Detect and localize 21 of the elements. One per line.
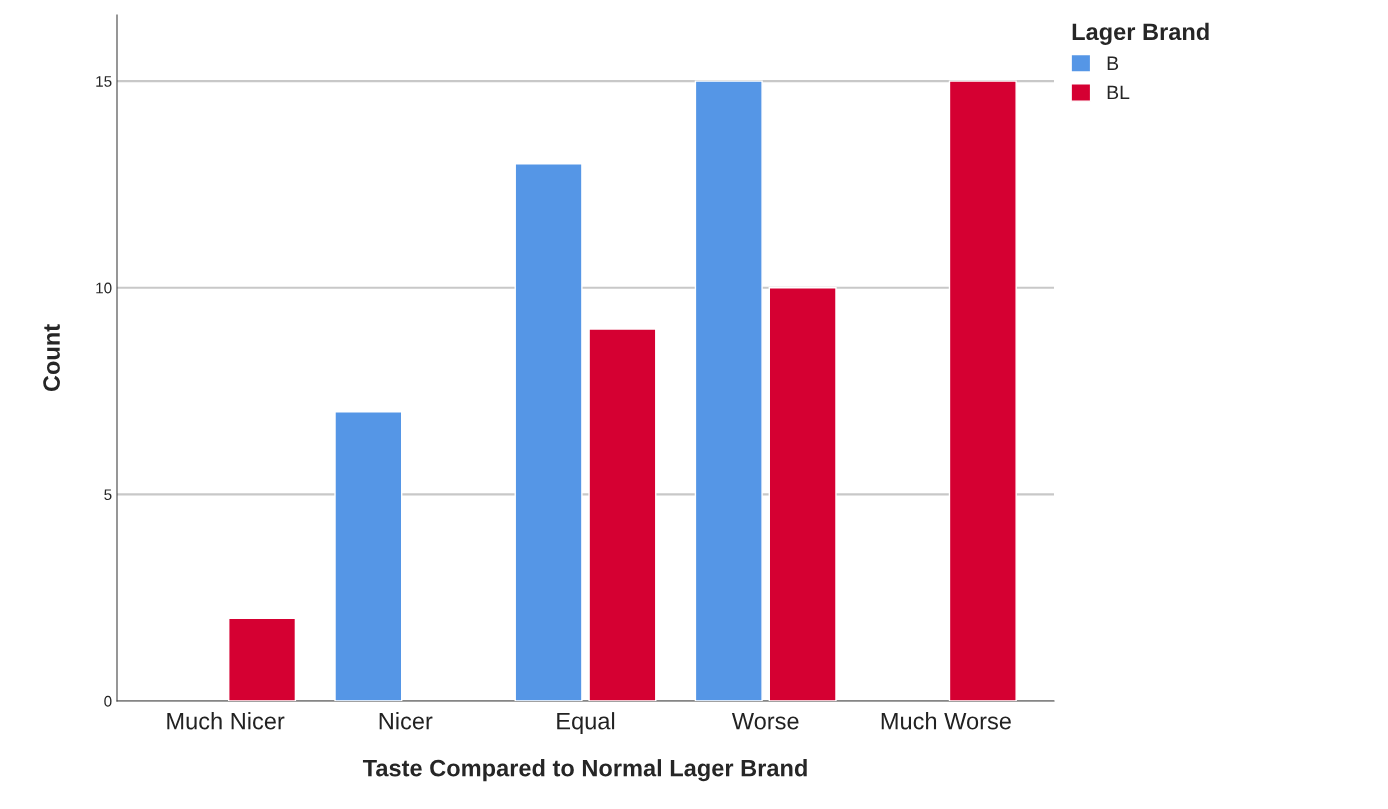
- legend-title: Lager Brand: [1072, 22, 1209, 45]
- bar: [334, 411, 403, 701]
- bar: [768, 287, 837, 701]
- legend-label: B: [1107, 56, 1119, 70]
- y-tick-label: 5: [104, 489, 112, 501]
- y-axis-title: Count: [43, 324, 60, 392]
- x-axis-title: Taste Compared to Normal Lager Brand: [362, 759, 807, 782]
- y-tick-label: 10: [96, 282, 112, 294]
- x-tick-label: Much Nicer: [167, 712, 285, 730]
- x-tick-label: Worse: [731, 712, 799, 730]
- x-tick-label: Equal: [557, 712, 615, 735]
- bar: [694, 80, 763, 701]
- y-tick-label: 15: [96, 76, 112, 87]
- x-tick-label: Nicer: [379, 712, 433, 730]
- bar: [228, 617, 297, 701]
- bar: [588, 328, 657, 701]
- legend-label: BL: [1107, 85, 1130, 100]
- bar: [514, 163, 583, 701]
- x-tick-label: Much Worse: [881, 712, 1011, 730]
- y-tick-label: 0: [104, 695, 112, 707]
- bar: [948, 80, 1017, 701]
